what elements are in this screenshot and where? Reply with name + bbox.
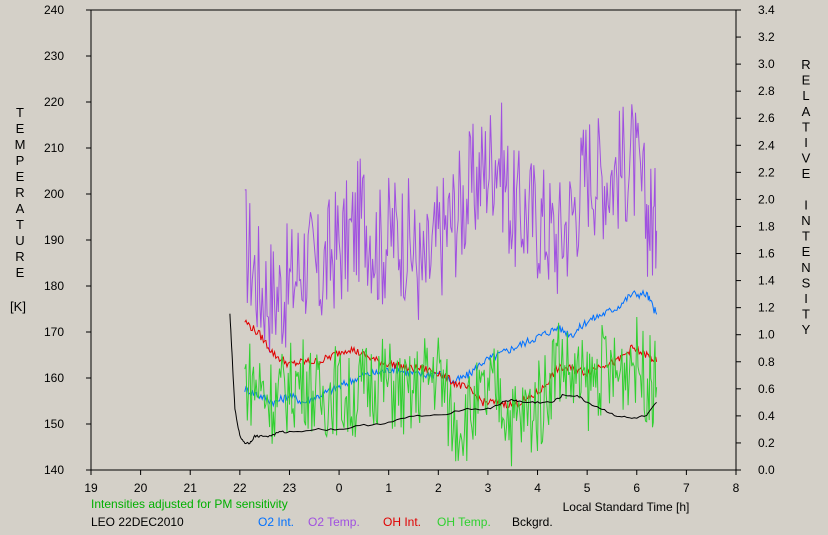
axis-layer: 19 20 21 22 23 0 1 2 3 4 5 6 7 8140150160170180190200…	[44, 3, 775, 495]
y-right-tick-label: 2.0	[758, 192, 775, 206]
y-left-tick-label: 160	[44, 371, 64, 385]
x-tick-label: 8	[733, 481, 740, 495]
y-left-label-char: M	[15, 137, 26, 152]
x-tick-label: 7	[683, 481, 690, 495]
series-line-o2_temp	[244, 102, 658, 353]
y-right-tick-label: 0.2	[758, 436, 775, 450]
footer-note: Intensities adjusted for PM sensitivity	[91, 497, 288, 511]
y-left-label-char: A	[16, 201, 25, 216]
y-left-tick-label: 240	[44, 3, 64, 17]
y-left-label-char: E	[16, 265, 25, 280]
y-left-label-char: R	[15, 249, 24, 264]
y-right-tick-label: 0.6	[758, 382, 775, 396]
y-right-label-char: L	[802, 88, 809, 103]
y-left-tick-label: 170	[44, 325, 64, 339]
y-right-label-char: E	[802, 73, 811, 88]
y-right-tick-label: 3.0	[758, 57, 775, 71]
y-left-tick-label: 230	[44, 49, 64, 63]
x-axis-label: Local Standard Time [h]	[563, 500, 690, 514]
y-left-tick-label: 210	[44, 141, 64, 155]
series-line-bckgrd	[229, 313, 657, 445]
y-right-tick-label: 2.2	[758, 165, 775, 179]
legend-o2_int: O2 Int.	[258, 515, 294, 529]
y-right-tick-label: 0.8	[758, 355, 775, 369]
y-left-label-char: E	[16, 169, 25, 184]
y-left-label-char: T	[16, 217, 24, 232]
y-left-label-char: U	[15, 233, 24, 248]
legend-bckgrd: Bckgrd.	[512, 515, 553, 529]
y-right-label-char: T	[802, 229, 810, 244]
y-left-unit: [K]	[10, 299, 26, 314]
y-right-label-char: V	[802, 151, 811, 166]
y-right-label-char: N	[801, 213, 810, 228]
x-tick-label: 23	[283, 481, 297, 495]
y-right-tick-label: 2.8	[758, 84, 775, 98]
y-left-tick-label: 190	[44, 233, 64, 247]
legend-oh_temp: OH Temp.	[437, 515, 491, 529]
y-right-label-char: S	[802, 275, 811, 290]
x-tick-label: 1	[385, 481, 392, 495]
y-right-tick-label: 0.4	[758, 409, 775, 423]
series-line-oh_temp	[244, 316, 658, 467]
y-right-tick-label: 1.4	[758, 274, 775, 288]
x-tick-label: 0	[336, 481, 343, 495]
x-tick-label: 4	[534, 481, 541, 495]
x-tick-label: 2	[435, 481, 442, 495]
y-right-tick-label: 1.8	[758, 219, 775, 233]
y-left-tick-label: 140	[44, 463, 64, 477]
y-right-label-char: T	[802, 119, 810, 134]
y-left-tick-label: 200	[44, 187, 64, 201]
y-right-label-char: I	[804, 291, 808, 306]
legend-o2_temp: O2 Temp.	[308, 515, 360, 529]
y-right-label-char: R	[801, 57, 810, 72]
y-left-tick-label: 220	[44, 95, 64, 109]
y-right-tick-label: 1.6	[758, 247, 775, 261]
y-left-label-char: P	[16, 153, 25, 168]
y-right-tick-label: 3.2	[758, 30, 775, 44]
y-right-tick-label: 2.4	[758, 138, 775, 152]
y-left-label-char: E	[16, 121, 25, 136]
x-tick-label: 21	[184, 481, 198, 495]
y-right-tick-label: 1.2	[758, 301, 775, 315]
y-left-label-char: T	[16, 105, 24, 120]
x-tick-label: 19	[84, 481, 98, 495]
y-right-label-char: Y	[802, 322, 811, 337]
y-right-tick-label: 0.0	[758, 463, 775, 477]
y-left-tick-label: 180	[44, 279, 64, 293]
x-tick-label: 5	[584, 481, 591, 495]
y-right-label-char: E	[802, 166, 811, 181]
x-tick-label: 20	[134, 481, 148, 495]
y-right-tick-label: 2.6	[758, 111, 775, 125]
y-right-tick-label: 1.0	[758, 328, 775, 342]
x-tick-label: 22	[233, 481, 247, 495]
legend: O2 Int. O2 Temp. OH Int. OH Temp. Bckgrd.	[258, 515, 553, 529]
series-line-o2_int	[244, 289, 658, 408]
y-right-label-char: N	[801, 260, 810, 275]
y-right-tick-label: 3.4	[758, 3, 775, 17]
legend-oh_int: OH Int.	[383, 515, 421, 529]
y-left-tick-label: 150	[44, 417, 64, 431]
station-date: LEO 22DEC2010	[91, 515, 184, 529]
y-right-label-char: T	[802, 307, 810, 322]
y-right-label-char: A	[802, 104, 811, 119]
x-tick-label: 3	[485, 481, 492, 495]
y-right-label-char: E	[802, 244, 811, 259]
y-right-label-char: I	[804, 135, 808, 150]
y-right-label-char: I	[804, 197, 808, 212]
y-left-label-char: R	[15, 185, 24, 200]
x-tick-label: 6	[633, 481, 640, 495]
series-layer	[229, 102, 658, 467]
